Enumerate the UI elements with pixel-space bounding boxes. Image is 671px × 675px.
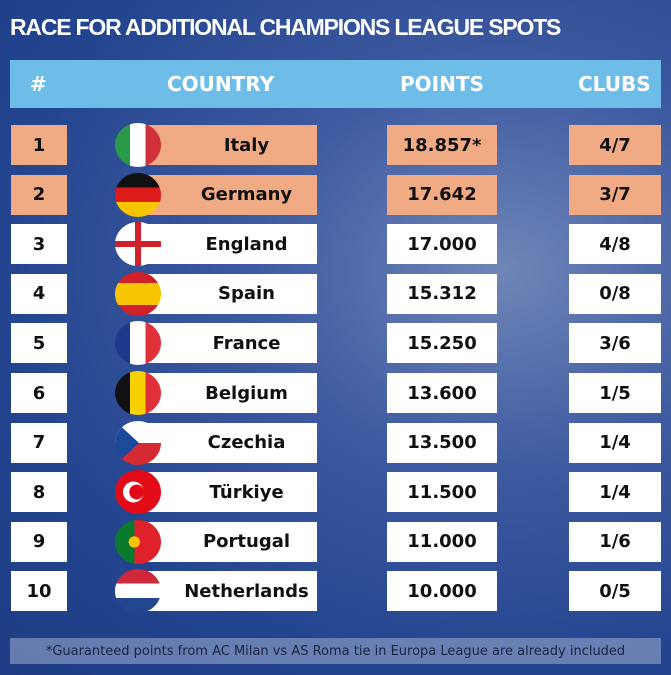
country-cell: Germany: [140, 174, 317, 215]
table-row: 9 Portugal 11.000 1/6: [0, 519, 671, 564]
points-cell: 11.000: [387, 521, 497, 562]
points-cell: 18.857*: [387, 125, 497, 165]
header-country: COUNTRY: [167, 72, 275, 96]
table-row: 4 Spain 15.312 0/8: [0, 271, 671, 316]
rank-cell: 2: [11, 174, 67, 215]
country-cell: France: [140, 323, 317, 364]
header-rank: #: [30, 72, 47, 96]
points-cell: 10.000: [387, 571, 497, 612]
header-clubs: CLUBS: [578, 72, 651, 96]
country-cell: Belgium: [140, 373, 317, 413]
portugal-flag-icon: [115, 519, 161, 564]
table-row: 8 Türkiye 11.500 1/4: [0, 470, 671, 515]
points-cell: 11.500: [387, 472, 497, 513]
points-cell: 15.312: [387, 273, 497, 314]
country-cell: Spain: [140, 273, 317, 314]
table-row: 6 Belgium 13.600 1/5: [0, 371, 671, 415]
points-cell: 13.500: [387, 422, 497, 463]
rank-cell: 3: [11, 224, 67, 265]
points-cell: 13.600: [387, 373, 497, 413]
points-cell: 17.000: [387, 224, 497, 265]
clubs-cell: 0/8: [569, 273, 661, 314]
table-row: 10 Netherlands 10.000 0/5: [0, 569, 671, 614]
france-flag-icon: [115, 321, 161, 366]
points-cell: 15.250: [387, 323, 497, 364]
header-points: POINTS: [400, 72, 484, 96]
netherlands-flag-icon: [115, 569, 161, 614]
italy-flag-icon: [115, 123, 161, 167]
clubs-cell: 3/6: [569, 323, 661, 364]
clubs-cell: 3/7: [569, 174, 661, 215]
rank-cell: 7: [11, 422, 67, 463]
england-flag-icon: [115, 222, 161, 267]
page-title: RACE FOR ADDITIONAL CHAMPIONS LEAGUE SPO…: [10, 14, 561, 40]
clubs-cell: 4/7: [569, 125, 661, 165]
rank-cell: 6: [11, 373, 67, 413]
country-cell: Netherlands: [140, 571, 317, 612]
turkiye-flag-icon: [115, 470, 161, 515]
points-cell: 17.642: [387, 174, 497, 215]
clubs-cell: 1/6: [569, 521, 661, 562]
rank-cell: 1: [11, 125, 67, 165]
clubs-cell: 0/5: [569, 571, 661, 612]
rank-cell: 10: [11, 571, 67, 612]
footnote: *Guaranteed points from AC Milan vs AS R…: [10, 638, 661, 664]
clubs-cell: 4/8: [569, 224, 661, 265]
germany-flag-icon: [115, 172, 161, 217]
country-cell: Czechia: [140, 422, 317, 463]
country-cell: Italy: [140, 125, 317, 165]
country-cell: England: [140, 224, 317, 265]
spain-flag-icon: [115, 271, 161, 316]
country-cell: Türkiye: [140, 472, 317, 513]
table-header: # COUNTRY POINTS CLUBS: [10, 60, 661, 108]
clubs-cell: 1/4: [569, 472, 661, 513]
rank-cell: 9: [11, 521, 67, 562]
clubs-cell: 1/4: [569, 422, 661, 463]
rank-cell: 5: [11, 323, 67, 364]
country-cell: Portugal: [140, 521, 317, 562]
table-row: 5 France 15.250 3/6: [0, 321, 671, 366]
rank-cell: 8: [11, 472, 67, 513]
czechia-triangle: [115, 420, 139, 465]
table-row: 7 Czechia 13.500 1/4: [0, 420, 671, 465]
clubs-cell: 1/5: [569, 373, 661, 413]
table-row: 1 Italy 18.857* 4/7: [0, 123, 671, 167]
belgium-flag-icon: [115, 371, 161, 415]
table-row: 2 Germany 17.642 3/7: [0, 172, 671, 217]
czechia-flag-icon: [115, 420, 161, 465]
table-row: 3 England 17.000 4/8: [0, 222, 671, 267]
rank-cell: 4: [11, 273, 67, 314]
